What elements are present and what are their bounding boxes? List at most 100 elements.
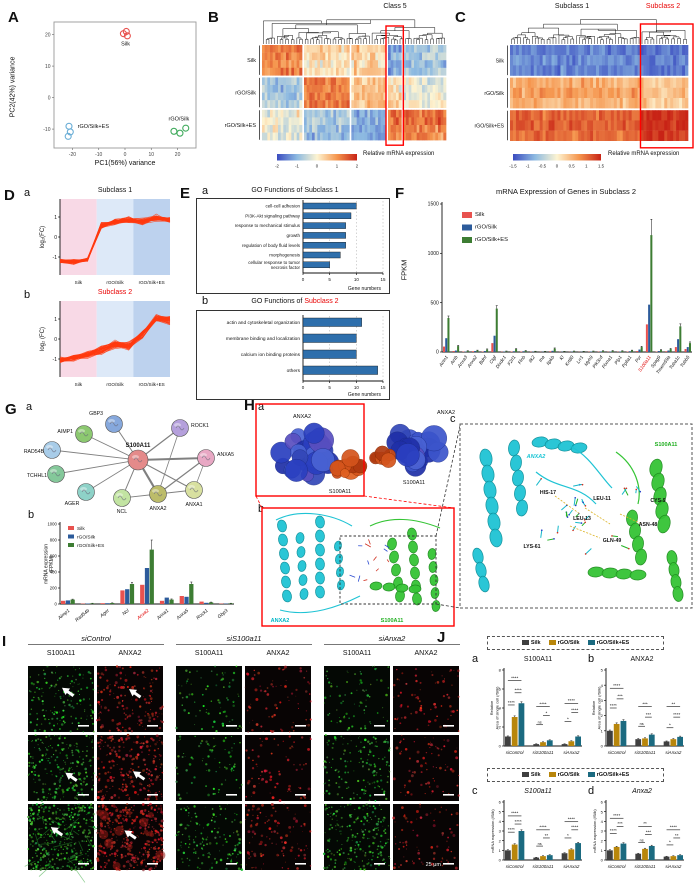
svg-text:rGO/Silk+ES: rGO/Silk+ES — [139, 280, 165, 285]
svg-text:20: 20 — [45, 32, 51, 38]
subclass1-line-title: Subclass 1 — [97, 187, 133, 194]
svg-text:morphogenesis: morphogenesis — [269, 253, 301, 258]
go-subclass1-box: 0 5 10 15 cell-cell adhesion PI3K-Akt signali… — [196, 198, 390, 294]
svg-text:Plp1: Plp1 — [613, 354, 623, 365]
svg-text:S100A11: S100A11 — [655, 442, 678, 448]
svg-text:1000: 1000 — [428, 251, 439, 257]
svg-text:ANXA5: ANXA5 — [217, 452, 234, 458]
svg-text:membrane binding and localizat: membrane binding and localization — [226, 336, 300, 342]
svg-text:Bdnf: Bdnf — [478, 354, 488, 365]
svg-text:0: 0 — [54, 235, 57, 241]
protein-structure-panel: ANXA2 ANXA2 S100A11 S100A11 ANXA2 S100A11 ANXA… — [255, 403, 693, 627]
svg-text:actin and cytoskeletal organiz: actin and cytoskeletal organization — [227, 320, 301, 326]
svg-text:Ctgf: Ctgf — [488, 354, 497, 364]
svg-text:2: 2 — [356, 164, 359, 169]
svg-text:Ager: Ager — [98, 608, 111, 620]
pca-plot: -20 -10 0 10 20 -10 0 10 20 Silk rGO/Silk+ES rGO/Si… — [43, 21, 197, 158]
svg-text:others: others — [287, 368, 301, 374]
panel-h-sub-b: b — [258, 503, 265, 515]
panel-letter-f: F — [395, 185, 405, 202]
svg-text:rGO/Silk: rGO/Silk — [106, 280, 124, 285]
svg-text:RAD54B: RAD54B — [24, 449, 45, 455]
svg-text:Ina: Ina — [538, 354, 546, 363]
legend-item-rgosilk-2: rGO/Silk — [548, 772, 580, 778]
svg-text:Kl: Kl — [558, 354, 565, 361]
heatmap-subclass: Silk rGO/Silk rGO/Silk+ES -1.5 -1 -0.5 0 0.5 1 1.… — [474, 19, 694, 169]
svg-text:0: 0 — [302, 277, 305, 282]
svg-text:LEU-13: LEU-13 — [573, 516, 591, 522]
subclass2-title: Subclass 2 — [645, 3, 681, 10]
class5-title: Class 5 — [383, 3, 407, 10]
network-genes-bar-chart: 0 200 400 600 800 1000 Aimp1 Rad54b Ager Ncl Anxa2… — [44, 522, 234, 623]
svg-text:rGO/Silk+ES: rGO/Silk+ES — [225, 123, 257, 129]
go-subclass1-chart: 0 5 10 15 cell-cell adhesion PI3K-Akt signali… — [235, 200, 386, 282]
svg-text:Lrr1: Lrr1 — [575, 354, 584, 364]
svg-text:1: 1 — [585, 164, 588, 169]
svg-text:10: 10 — [149, 152, 155, 158]
svg-text:600: 600 — [50, 554, 58, 559]
svg-text:-1: -1 — [526, 164, 530, 169]
svg-text:0: 0 — [54, 602, 57, 607]
svg-text:log₂ (FC): log₂ (FC) — [40, 327, 46, 351]
svg-text:0: 0 — [316, 164, 319, 169]
svg-text:-1: -1 — [53, 255, 58, 261]
subclass1-line-plot: -1 0 1 Silk rGO/Silk rGO/Silk+ES log₂(FC) — [40, 199, 171, 285]
panel-letter-e: E — [180, 185, 191, 202]
svg-text:S100A11: S100A11 — [126, 443, 151, 449]
svg-text:rGO/Silk+ES: rGO/Silk+ES — [475, 237, 508, 243]
legend-item-rgosilkes: rGO/Silk+ES — [587, 640, 629, 646]
svg-text:-1: -1 — [53, 357, 58, 363]
panel-letter-j: J — [437, 629, 446, 646]
svg-text:rGO/Silk+ES: rGO/Silk+ES — [77, 543, 104, 549]
svg-text:Ppfia1: Ppfia1 — [621, 354, 633, 368]
svg-text:S100A11: S100A11 — [381, 618, 404, 624]
silk-swatch-2 — [521, 772, 529, 778]
heatmap-b-legend-label: Relative mRNA expression — [363, 151, 435, 157]
panel-letter-h: H — [244, 397, 255, 414]
j-title-b: ANXA2 — [630, 656, 654, 663]
svg-text:Tuba1c: Tuba1c — [668, 354, 681, 370]
col-header-s100a11-2: S100A11 — [194, 650, 224, 657]
svg-text:1.5: 1.5 — [598, 164, 605, 169]
svg-text:800: 800 — [50, 538, 58, 543]
fpkm-title: mRNA Expression of Genes in Subclass 2 — [495, 187, 637, 196]
group-header-sis100a11: siS100a11 — [176, 634, 312, 645]
svg-text:0: 0 — [436, 350, 439, 356]
svg-text:400: 400 — [50, 570, 58, 575]
j-title-c: S100a11 — [524, 788, 552, 795]
svg-text:GLN-49: GLN-49 — [603, 538, 622, 544]
svg-text:Krt80: Krt80 — [564, 354, 575, 366]
svg-text:10: 10 — [354, 277, 360, 282]
svg-text:S100A11: S100A11 — [403, 480, 425, 486]
j-title-d: Anxa2 — [632, 788, 652, 795]
pca-xlabel: PC1(56%) variance — [94, 160, 156, 167]
svg-text:rGO/Silk: rGO/Silk — [106, 382, 124, 387]
svg-text:growth: growth — [286, 233, 300, 238]
svg-text:0: 0 — [48, 95, 51, 101]
rgosilkes-swatch — [587, 640, 595, 646]
panel-letter-i: I — [2, 633, 7, 650]
subclass1-title: Subclass 1 — [554, 3, 590, 10]
legend-item-silk-2: Silk — [521, 772, 541, 778]
svg-text:ROCK1: ROCK1 — [191, 423, 209, 429]
svg-text:Aimp1: Aimp1 — [56, 608, 71, 622]
col-header-s100a11-1: S100A11 — [46, 650, 76, 657]
svg-text:LYS-61: LYS-61 — [523, 544, 540, 550]
panel-j-sub-a: a — [472, 653, 479, 665]
svg-text:0: 0 — [556, 164, 559, 169]
svg-text:HIS-17: HIS-17 — [540, 490, 556, 496]
svg-text:Anxa1: Anxa1 — [155, 608, 170, 622]
svg-text:-1.5: -1.5 — [509, 164, 517, 169]
panel-j-sub-d: d — [588, 785, 595, 797]
legend-item-silk: Silk — [521, 640, 541, 646]
svg-text:rGO/Silk: rGO/Silk — [77, 535, 96, 541]
svg-text:ANXA2: ANXA2 — [293, 414, 311, 420]
svg-text:ANXA2: ANXA2 — [437, 410, 455, 416]
svg-text:Silk: Silk — [496, 58, 505, 64]
svg-text:15: 15 — [380, 385, 386, 390]
svg-text:1000: 1000 — [47, 522, 57, 527]
panel-letter-g: G — [5, 401, 17, 418]
